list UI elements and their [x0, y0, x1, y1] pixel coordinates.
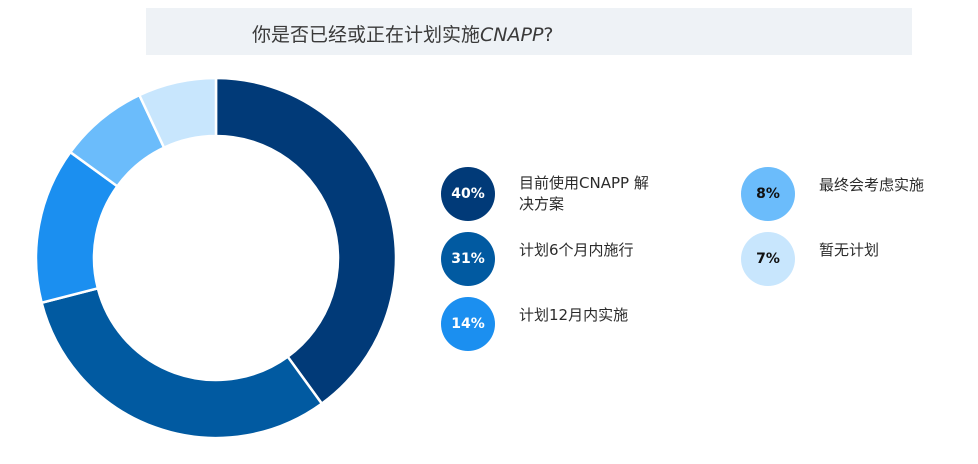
slice-current-use: [214, 76, 398, 406]
legend-label: 计划6个月内施行: [519, 241, 634, 259]
legend-item-plan-6-months: 31% 计划6个月内施行: [441, 232, 659, 286]
legend-badge: 31%: [441, 232, 495, 286]
legend-label: 暂无计划: [819, 241, 880, 259]
title-bar: 你是否已经或正在计划实施CNAPP?: [146, 8, 912, 55]
legend-label: 最终会考虑实施: [819, 176, 925, 194]
legend-item-plan-12-months: 14% 计划12月内实施: [441, 297, 659, 351]
legend-badge: 40%: [441, 167, 495, 221]
slice-no-plan: [137, 76, 218, 150]
chart-title-emphasis: CNAPP: [480, 24, 544, 46]
legend-item-no-plan: 7% 暂无计划: [741, 232, 959, 286]
legend-badge: 8%: [741, 167, 795, 221]
chart-title: 你是否已经或正在计划实施CNAPP?: [252, 20, 554, 47]
legend-label: 计划12月内实施: [519, 306, 629, 324]
slice-plan-6-months: [40, 286, 324, 440]
legend-item-eventually: 8% 最终会考虑实施: [741, 167, 959, 221]
legend-badge: 7%: [741, 232, 795, 286]
donut-chart: [34, 76, 398, 440]
chart-title-text: 你是否已经或正在计划实施: [252, 24, 481, 46]
legend-label: 目前使用CNAPP 解决方案: [519, 174, 649, 213]
chart-title-suffix: ?: [543, 24, 554, 46]
legend-badge: 14%: [441, 297, 495, 351]
legend-item-current-use: 40% 目前使用CNAPP 解决方案: [441, 167, 659, 221]
